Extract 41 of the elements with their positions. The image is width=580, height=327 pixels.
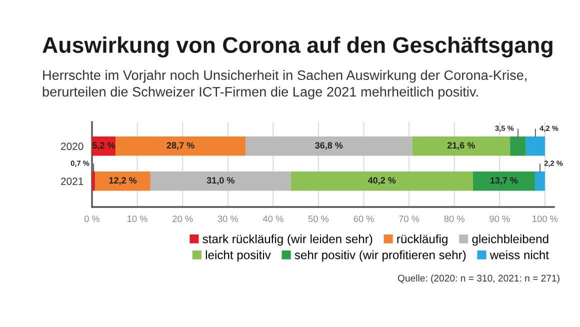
chart-title: Auswirkung von Corona auf den Geschäftsgang [42, 36, 552, 58]
legend-label: rückläufig [397, 234, 448, 246]
x-tick-label: 70 % [399, 216, 420, 222]
y-tick-label: 2020 [61, 142, 84, 150]
data-label: 28,7 % [166, 142, 194, 150]
data-label: 13,7 % [490, 177, 518, 185]
x-tick-label: 0 % [84, 216, 100, 222]
legend-label: weiss nicht [490, 250, 549, 260]
bar [534, 171, 545, 191]
legend-label: stark rückläufig (wir leiden sehr) [202, 234, 372, 246]
y-tick-label: 2021 [61, 178, 84, 185]
data-label: 12,2 % [109, 177, 137, 185]
x-tick-label: 50 % [308, 216, 329, 222]
bar [412, 136, 510, 156]
x-tick-label: 40 % [262, 216, 284, 222]
data-label: 5,2 % [92, 142, 116, 150]
data-label: 36,8 % [315, 142, 343, 150]
source-note: Quelle: (2020: n = 310, 2021: n = 271) [398, 274, 560, 284]
bar [290, 171, 473, 191]
data-label: 40,2 % [368, 177, 396, 185]
legend-label: sehr positiv (wir profitieren sehr) [294, 250, 466, 262]
bar [510, 136, 526, 156]
bar [92, 171, 96, 191]
legend-label: gleichbleibend [472, 234, 548, 246]
bar [246, 136, 412, 156]
bar [150, 171, 291, 191]
x-tick-label: 20 % [172, 216, 193, 222]
bar [472, 171, 535, 191]
x-tick-label: 10 % [128, 216, 148, 222]
x-tick-label: 90 % [490, 216, 510, 222]
bar [526, 136, 545, 156]
bar [95, 171, 150, 191]
chart-subtitle: Herrschte im Vorjahr noch Unsicherheit in Sachen Auswirkung der Corona-Krise, berurteilen die Schweizer ICT-Firmen die Lage 2021 mehrheitlich positiv. [42, 70, 526, 100]
data-label: 21,6 % [447, 142, 475, 150]
data-label: 31,0 % [206, 177, 234, 185]
legend-label: leicht positiv [206, 250, 271, 262]
x-tick-label: 60 % [354, 216, 374, 222]
bar [116, 136, 246, 156]
x-tick-label: 80 % [444, 216, 464, 222]
x-tick-label: 100 % [532, 216, 558, 222]
x-tick-label: 30 % [218, 216, 238, 222]
